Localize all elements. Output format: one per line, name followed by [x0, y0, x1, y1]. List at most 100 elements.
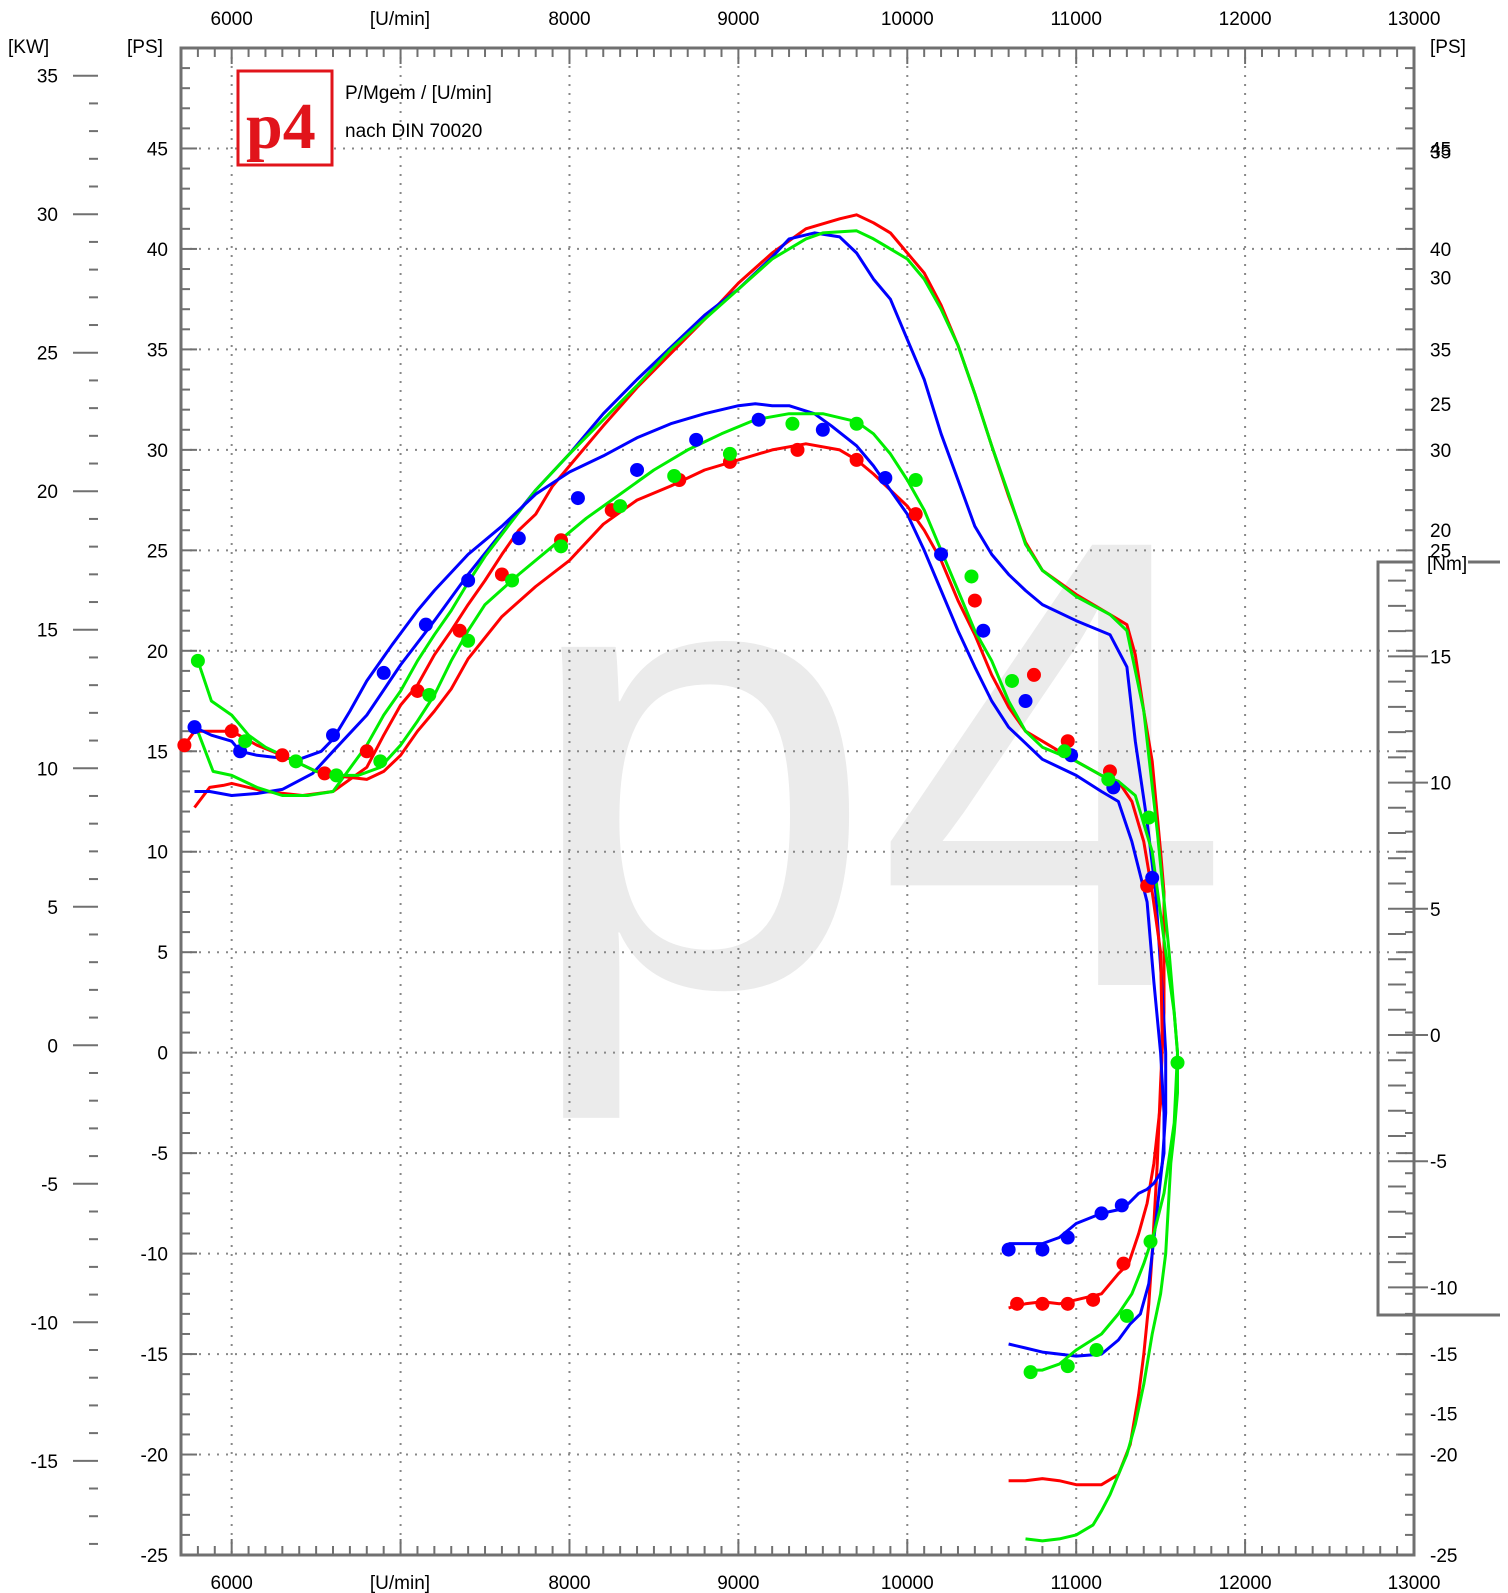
torque-marker	[1086, 1292, 1101, 1307]
torque-marker	[1005, 673, 1020, 688]
torque-marker	[177, 738, 192, 753]
grid	[181, 48, 1415, 1555]
nm-tick-label: 35	[1430, 142, 1451, 163]
axis-unit-labels: [KW] [PS] [PS] [Nm] [U/min] [U/min]	[8, 9, 1467, 1593]
torque-marker	[1143, 1234, 1158, 1249]
ps-left-tick-label: -20	[141, 1446, 168, 1467]
torque-marker	[1035, 1242, 1050, 1257]
chart-title: P/Mgem / [U/min]	[345, 83, 492, 104]
kw-tick-label: 35	[37, 67, 58, 88]
torque-marker	[1170, 1055, 1185, 1070]
torque-marker	[317, 766, 332, 781]
ps-right-tick-label: 30	[1430, 441, 1451, 462]
x-tick-label-bottom: 10000	[881, 1573, 934, 1593]
kw-tick-label: -15	[31, 1452, 58, 1473]
torque-marker	[1001, 1242, 1016, 1257]
watermark: p4	[520, 406, 1232, 1125]
torque-marker	[505, 573, 520, 588]
ps-left-tick-label: 25	[147, 541, 168, 562]
ps-left-tick-label: -5	[151, 1144, 168, 1165]
torque-marker	[908, 507, 923, 522]
plot-frame	[179, 46, 1416, 1557]
torque-marker	[1141, 810, 1156, 825]
torque-curve	[193, 402, 1166, 1246]
torque-marker	[1060, 1230, 1075, 1245]
ps-right-tick-label: 40	[1430, 240, 1451, 261]
ps-right-tick-label: 35	[1430, 340, 1451, 361]
x-tick-label-bottom: 8000	[548, 1573, 590, 1593]
nm-tick-label: 0	[1430, 1026, 1441, 1047]
nm-box-outline	[1376, 560, 1500, 1317]
ps-right-tick-label: -15	[1430, 1345, 1457, 1366]
x-tick-label-top: 12000	[1219, 9, 1272, 30]
nm-tick-label: -10	[1430, 1278, 1457, 1299]
x-tick-label-top: 10000	[881, 9, 934, 30]
ps-left-axis-label: [PS]	[127, 37, 163, 58]
torque-marker	[224, 724, 239, 739]
torque-marker	[1060, 1359, 1075, 1374]
power-curve	[193, 213, 1166, 1487]
torque-marker	[964, 569, 979, 584]
torque-marker	[1023, 1365, 1038, 1380]
torque-curve	[183, 442, 1164, 1310]
kw-tick-label: 30	[37, 205, 58, 226]
kw-tick-label: -10	[31, 1313, 58, 1334]
ps-right-axis-label: [PS]	[1430, 37, 1466, 58]
legend: p4 P/Mgem / [U/min] nach DIN 70020	[236, 69, 492, 167]
torque-marker	[570, 491, 585, 506]
ps-left-tick-label: 35	[147, 340, 168, 361]
x-tick-label-bottom: 11000	[1050, 1573, 1101, 1593]
ps-left-tick-label: 45	[147, 139, 168, 160]
torque-marker	[1089, 1343, 1104, 1358]
x-tick-label-bottom: 9000	[717, 1573, 759, 1593]
torque-marker	[790, 442, 805, 457]
nm-tick-label: 25	[1430, 395, 1451, 416]
torque-marker	[1101, 772, 1116, 787]
nm-axis-label: [Nm]	[1427, 554, 1467, 575]
torque-marker	[722, 446, 737, 461]
ps-left-tick-label: 0	[157, 1044, 168, 1065]
ps-right-tick-label: -20	[1430, 1446, 1457, 1467]
torque-marker	[187, 720, 202, 735]
torque-marker	[329, 768, 344, 783]
torque-marker	[613, 499, 628, 514]
kw-tick-label: 15	[37, 621, 58, 642]
ps-right-tick-label: 25	[1430, 541, 1451, 562]
x-tick-label-top: 8000	[548, 9, 590, 30]
kw-tick-label: 10	[37, 759, 58, 780]
torque-marker	[1116, 1256, 1131, 1271]
nm-tick-label: -15	[1430, 1405, 1457, 1426]
nm-tick-label: -5	[1430, 1152, 1447, 1173]
torque-marker	[1035, 1296, 1050, 1311]
nm-tick-label: 15	[1430, 647, 1451, 668]
watermark-text: p4	[520, 406, 1232, 1125]
torque-marker	[190, 653, 205, 668]
ps-left-tick-label: 40	[147, 240, 168, 261]
torque-marker	[511, 531, 526, 546]
torque-marker	[238, 734, 253, 749]
torque-marker	[452, 623, 467, 638]
torque-marker	[275, 748, 290, 763]
torque-marker	[934, 547, 949, 562]
torque-marker	[554, 539, 569, 554]
x-axis-label-top: [U/min]	[370, 9, 430, 30]
kw-tick-label: 0	[47, 1036, 58, 1057]
torque-marker	[1060, 1296, 1075, 1311]
torque-marker	[1026, 667, 1041, 682]
torque-marker	[751, 412, 766, 427]
torque-marker	[630, 462, 645, 477]
x-tick-label-top: 13000	[1388, 9, 1441, 30]
logo-box	[236, 69, 334, 167]
ps-left-tick-label: 15	[147, 742, 168, 763]
ps-left-tick-label: -10	[141, 1245, 168, 1266]
nm-tick-label: 10	[1430, 774, 1451, 795]
ps-left-tick-label: 20	[147, 642, 168, 663]
ps-left-tick-label: -25	[141, 1546, 168, 1567]
torque-marker	[1114, 1198, 1129, 1213]
torque-marker	[461, 633, 476, 648]
torque-marker	[1010, 1296, 1025, 1311]
torque-marker	[288, 754, 303, 769]
ps-right-tick-label: -25	[1430, 1546, 1457, 1567]
